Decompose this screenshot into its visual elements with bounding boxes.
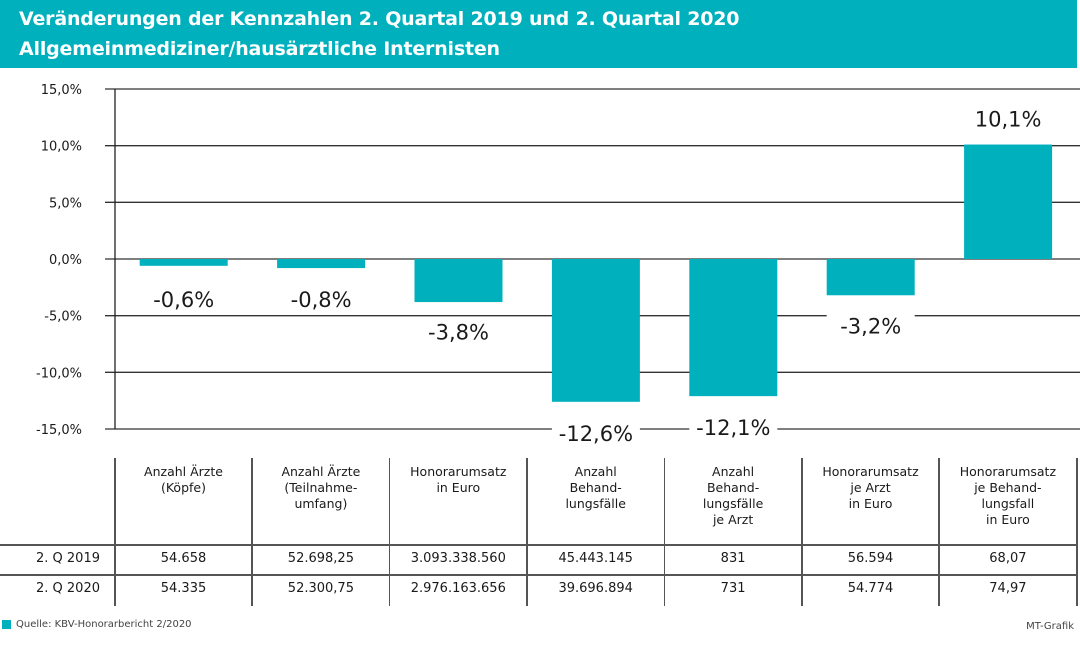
table-divider — [0, 544, 1077, 546]
chart-subtitle: Allgemeinmediziner/hausärztliche Interni… — [19, 38, 500, 60]
table-column-divider — [526, 458, 528, 606]
table-column-header: Anzahl Behand- lungsfälle je Arzt — [702, 464, 764, 527]
bar — [277, 259, 366, 269]
data-label: -3,8% — [428, 321, 489, 345]
y-tick-label: -5,0% — [44, 310, 82, 325]
table-cell: 52.698,25 — [287, 551, 354, 566]
y-tick-label: 10,0% — [41, 140, 82, 155]
table-cell: 45.443.145 — [558, 551, 633, 566]
table-column-divider — [388, 458, 391, 606]
y-tick-label: -15,0% — [36, 423, 82, 438]
bar-chart: 15,0% 10,0% 5,0% 0,0% -5,0% -10,0% -15,0% -0,6%… — [36, 83, 1080, 446]
data-label: 10,1% — [975, 108, 1042, 132]
row-label: 2. Q 2019 — [36, 551, 100, 566]
bar — [964, 144, 1053, 259]
table-column-header: Honorarumsatz je Arzt in Euro — [822, 464, 919, 511]
bar — [139, 259, 228, 266]
bar — [551, 259, 640, 402]
data-label: -12,1% — [696, 416, 770, 440]
source-note: Quelle: KBV-Honorarbericht 2/2020 — [2, 619, 192, 630]
table-cell: 68,07 — [989, 551, 1027, 566]
y-tick-label: 5,0% — [49, 196, 82, 211]
bar — [689, 259, 778, 397]
data-label: -0,6% — [153, 288, 214, 312]
title-band: Veränderungen der Kennzahlen 2. Quartal … — [0, 0, 1077, 68]
data-label: -0,8% — [291, 288, 352, 312]
credit-text: MT-Grafik — [1026, 621, 1074, 632]
bar — [414, 259, 503, 303]
table-column-divider — [1076, 458, 1078, 606]
table-divider — [0, 574, 1077, 576]
table-column-header: Anzahl Ärzte (Köpfe) — [144, 464, 223, 495]
source-text: Quelle: KBV-Honorarbericht 2/2020 — [16, 619, 192, 630]
y-tick-label: -10,0% — [36, 366, 82, 381]
table-cell: 74,97 — [989, 581, 1027, 596]
table-column-header: Anzahl Behand- lungsfälle — [565, 464, 626, 511]
chart-title: Veränderungen der Kennzahlen 2. Quartal … — [19, 8, 740, 30]
bar — [826, 259, 915, 296]
table-column-divider — [251, 458, 253, 606]
table-cell: 54.658 — [160, 551, 207, 566]
table-cell: 831 — [720, 551, 746, 566]
table-column-divider — [938, 458, 940, 606]
table-cell: 3.093.338.560 — [410, 551, 506, 566]
row-label: 2. Q 2020 — [36, 581, 100, 596]
table-cell: 731 — [720, 581, 746, 596]
data-label: -12,6% — [559, 422, 633, 446]
y-tick-label: 15,0% — [41, 83, 82, 98]
data-table: Anzahl Ärzte (Köpfe) Anzahl Ärzte (Teilna… — [0, 452, 1080, 612]
table-column-divider — [663, 458, 666, 606]
table-cell: 56.594 — [847, 551, 894, 566]
data-label: -3,2% — [840, 315, 901, 339]
table-cell: 54.335 — [160, 581, 207, 596]
table-column-divider — [114, 458, 116, 606]
table-cell: 54.774 — [847, 581, 894, 596]
table-cell: 52.300,75 — [287, 581, 354, 596]
table-column-header: Honorarumsatz in Euro — [410, 464, 507, 495]
y-tick-label: 0,0% — [49, 253, 82, 268]
table-column-divider — [801, 458, 803, 606]
table-column-header: Anzahl Ärzte (Teilnahme- umfang) — [281, 464, 361, 511]
table-cell: 39.696.894 — [558, 581, 633, 596]
source-swatch-icon — [2, 620, 11, 629]
table-column-header: Honorarumsatz je Behand- lungsfall in Eu… — [959, 464, 1057, 527]
table-cell: 2.976.163.656 — [410, 581, 506, 596]
